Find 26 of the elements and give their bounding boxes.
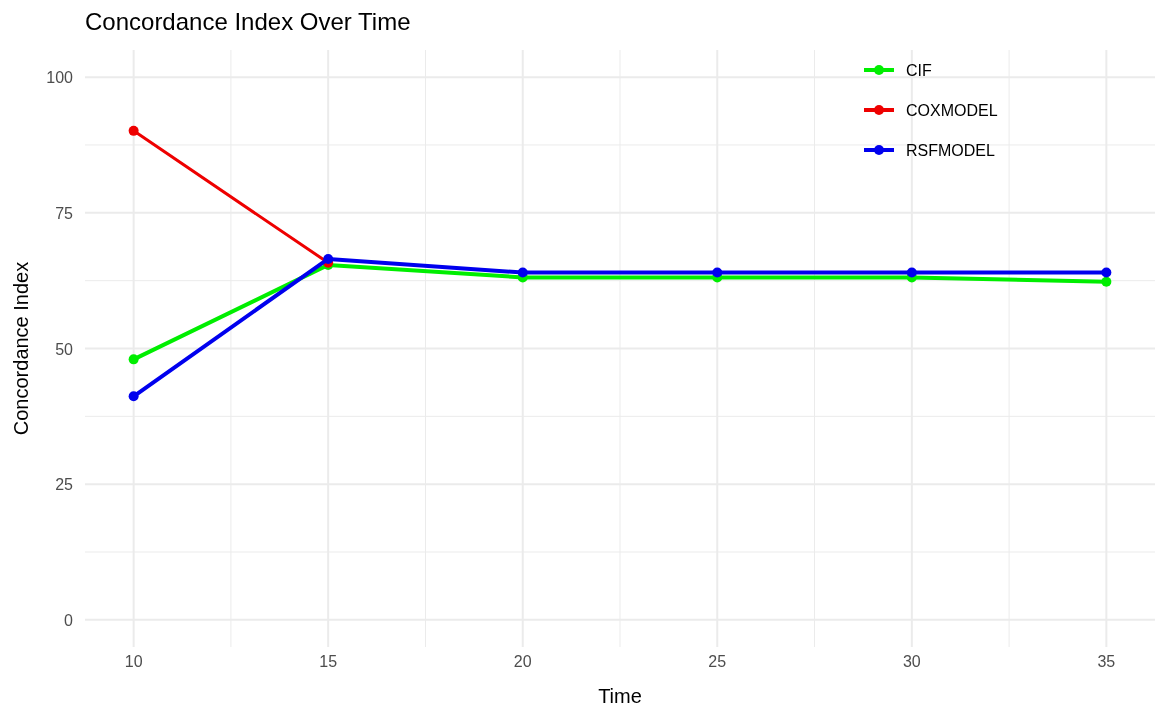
- legend-label: RSFMODEL: [906, 142, 995, 159]
- point: [128, 354, 139, 365]
- y-tick-label: 25: [55, 476, 74, 494]
- point: [1101, 276, 1112, 287]
- point: [128, 125, 139, 136]
- x-tick-label: 20: [513, 653, 532, 670]
- point: [712, 267, 723, 278]
- chart-title: Concordance Index Over Time: [85, 8, 411, 35]
- x-axis-title: Time: [598, 685, 642, 707]
- legend-label: COXMODEL: [906, 102, 998, 119]
- point: [128, 391, 139, 402]
- y-tick-label: 75: [55, 204, 74, 222]
- x-tick-label: 35: [1097, 653, 1116, 670]
- y-axis-title: Concordance Index: [10, 261, 32, 436]
- point: [1101, 267, 1112, 278]
- point: [906, 267, 917, 278]
- x-tick-label: 15: [319, 653, 338, 670]
- x-tick-label: 10: [124, 653, 143, 670]
- point: [323, 253, 334, 264]
- y-tick-label: 50: [55, 340, 74, 358]
- x-tick-label: 25: [708, 653, 727, 670]
- point: [517, 267, 528, 278]
- y-tick-label: 100: [46, 69, 74, 87]
- y-tick-label: 0: [64, 611, 74, 629]
- x-tick-label: 30: [902, 653, 921, 670]
- legend-label: CIF: [906, 62, 932, 79]
